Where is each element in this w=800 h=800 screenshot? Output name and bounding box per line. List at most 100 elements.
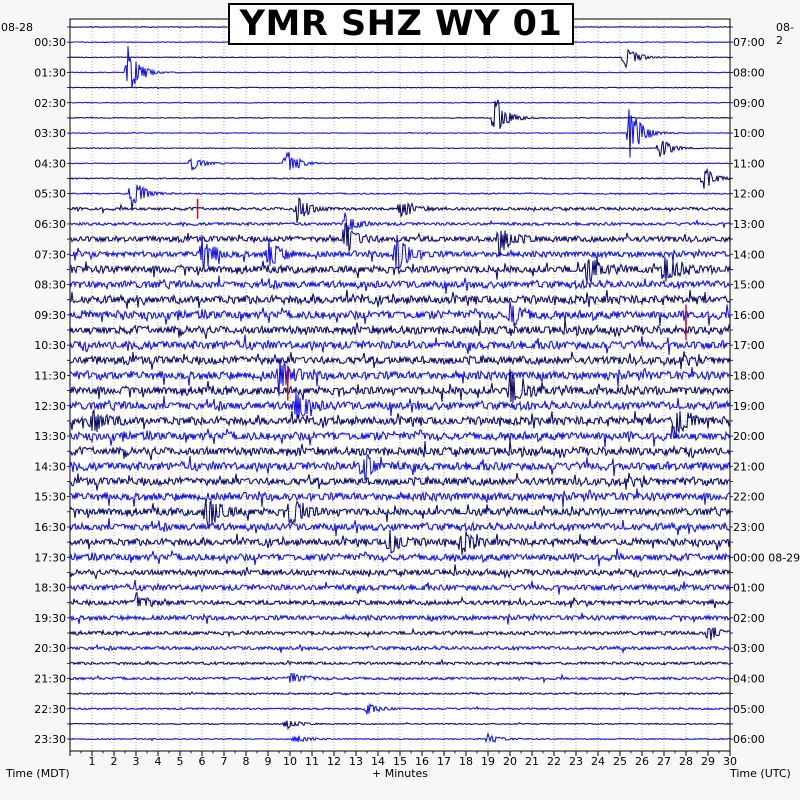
x-tick-label: 17: [437, 755, 451, 768]
x-tick-label: 5: [177, 755, 184, 768]
x-tick-label: 18: [459, 755, 473, 768]
right-time-label: 00:00 08-29: [733, 551, 800, 564]
left-time-label: 02:30: [34, 97, 66, 110]
seismic-trace: [69, 488, 731, 508]
right-time-label: 15:00: [733, 279, 765, 292]
right-time-label: 12:00: [733, 188, 765, 201]
right-time-label: 03:00: [733, 642, 765, 655]
seismic-trace: [69, 408, 731, 439]
x-tick-label: 15: [393, 755, 407, 768]
left-time-label: 15:30: [34, 491, 66, 504]
seismic-trace: [69, 86, 731, 90]
start-date-label: 08-28: [1, 21, 33, 34]
x-tick-label: 26: [635, 755, 649, 768]
seismic-trace: [69, 167, 731, 189]
left-time-label: 09:30: [34, 309, 66, 322]
left-time-label: 04:30: [34, 157, 66, 170]
left-time-label: 16:30: [34, 521, 66, 534]
x-tick-label: 13: [349, 755, 363, 768]
right-time-label: 08:00: [733, 66, 765, 79]
x-tick-label: 28: [679, 755, 693, 768]
seismic-trace: [69, 720, 731, 731]
seismic-trace: [69, 275, 731, 294]
seismic-trace: [69, 222, 731, 257]
seismic-trace: [70, 101, 731, 104]
x-tick-label: 20: [503, 755, 517, 768]
left-time-label: 20:30: [34, 642, 66, 655]
seismic-trace: [69, 425, 731, 448]
seismic-trace: [69, 256, 731, 283]
seismic-trace: [69, 580, 731, 595]
chart-title: YMR SHZ WY 01: [228, 3, 574, 45]
seismic-trace: [69, 357, 731, 396]
left-time-label: 11:30: [34, 369, 66, 382]
right-time-label: 04:00: [733, 672, 765, 685]
x-tick-label: 8: [243, 755, 250, 768]
seismic-trace: [69, 472, 731, 491]
x-tick-label: 30: [723, 755, 737, 768]
left-time-label: 23:30: [34, 733, 66, 746]
left-time-label: 05:30: [34, 188, 66, 201]
x-tick-label: 6: [199, 755, 206, 768]
seismic-trace: [69, 626, 731, 641]
left-time-label: 22:30: [34, 703, 66, 716]
right-time-label: 23:00: [733, 521, 765, 534]
x-tick-label: 23: [569, 755, 583, 768]
seismic-trace: [69, 109, 731, 158]
right-time-label: 14:00: [733, 248, 765, 261]
x-tick-label: 24: [591, 755, 605, 768]
x-tick-label: 21: [525, 755, 539, 768]
left-time-label: 01:30: [34, 66, 66, 79]
seismic-trace: [69, 212, 731, 233]
seismic-trace: [69, 334, 731, 356]
left-axis-label: Time (MDT): [5, 767, 70, 780]
left-time-label: 17:30: [34, 551, 66, 564]
seismic-trace: [69, 564, 731, 580]
seismic-trace: [69, 351, 731, 370]
right-time-label: 01:00: [733, 582, 765, 595]
left-time-label: 14:30: [34, 460, 66, 473]
x-tick-label: 10: [283, 755, 297, 768]
left-time-label: 19:30: [34, 612, 66, 625]
x-axis-label: + Minutes: [372, 767, 428, 780]
seismic-trace: [69, 672, 731, 684]
seismic-trace: [70, 658, 731, 667]
seismic-trace: [69, 612, 731, 625]
left-time-label: 12:30: [34, 400, 66, 413]
right-time-label: 22:00: [733, 491, 765, 504]
seismic-trace: [69, 151, 731, 171]
right-time-label: 02:00: [733, 612, 765, 625]
left-time-label: 13:30: [34, 430, 66, 443]
right-time-label: 18:00: [733, 369, 765, 382]
x-tick-label: 27: [657, 755, 671, 768]
x-tick-label: 29: [701, 755, 715, 768]
right-time-label: 19:00: [733, 400, 765, 413]
seismic-trace: [69, 691, 731, 696]
right-time-label: 21:00: [733, 460, 765, 473]
x-tick-label: 11: [305, 755, 319, 768]
seismic-trace: [69, 517, 731, 537]
tick-layer: [67, 26, 733, 756]
x-tick-label: 2: [111, 755, 118, 768]
left-time-label: 06:30: [34, 218, 66, 231]
x-tick-label: 1: [89, 755, 96, 768]
right-time-label: 17:00: [733, 339, 765, 352]
left-time-label: 08:30: [34, 279, 66, 292]
right-time-label: 07:00: [733, 36, 765, 49]
seismic-trace: [69, 453, 731, 481]
x-tick-label: 3: [133, 755, 140, 768]
seismic-trace: [69, 591, 731, 609]
seismic-trace: [69, 48, 731, 69]
seismic-trace: [69, 99, 731, 129]
seismic-trace: [69, 643, 731, 655]
seismic-trace: [69, 234, 731, 269]
x-tick-label: 7: [221, 755, 228, 768]
seismic-trace: [69, 368, 731, 403]
seismic-trace: [69, 46, 731, 88]
seismic-trace: [69, 301, 731, 327]
x-tick-label: 14: [371, 755, 385, 768]
seismic-trace: [69, 392, 731, 419]
x-tick-label: 9: [265, 755, 272, 768]
left-time-label: 18:30: [34, 582, 66, 595]
